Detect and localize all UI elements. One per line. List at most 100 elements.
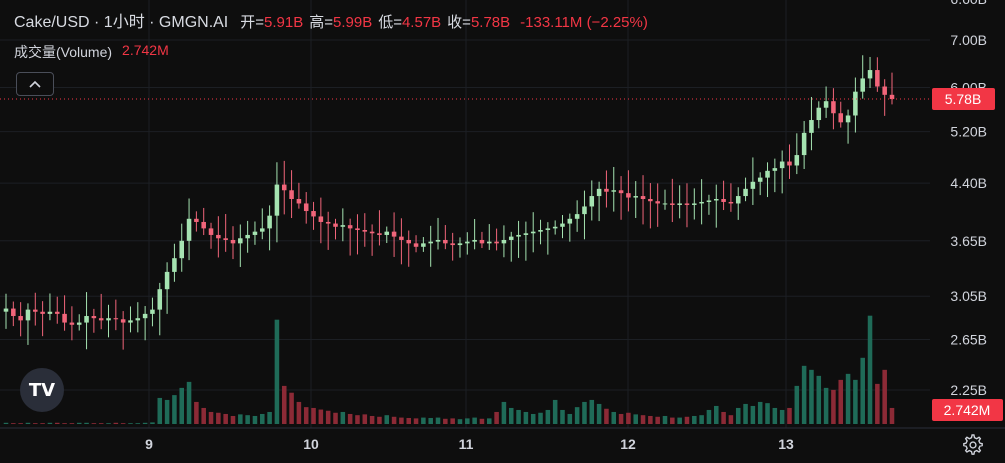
- candle-body: [487, 241, 492, 244]
- collapse-legend-button[interactable]: [16, 72, 54, 96]
- candle-body: [530, 231, 536, 234]
- volume-bar: [670, 417, 675, 424]
- volume-bar: [816, 375, 822, 424]
- candle-body: [735, 196, 741, 204]
- candle-body: [377, 233, 382, 235]
- volume-bar: [779, 409, 785, 424]
- price-axis-label: 2.25B: [950, 382, 987, 398]
- volume-bar: [311, 407, 316, 424]
- candle-body: [223, 238, 228, 240]
- candle-body: [355, 228, 360, 231]
- candle-body: [816, 107, 822, 121]
- volume-bar: [172, 395, 177, 424]
- candle-body: [662, 203, 668, 205]
- candle-body: [801, 132, 807, 156]
- candle-body: [186, 218, 192, 241]
- candle-body: [245, 234, 250, 239]
- volume-bar: [98, 423, 104, 424]
- volume-bar: [347, 413, 353, 424]
- candle-body: [618, 190, 624, 194]
- volume-bar: [325, 410, 331, 424]
- volume-bar: [186, 381, 192, 424]
- candle-body: [655, 201, 660, 204]
- volume-bar: [150, 422, 155, 424]
- candle-body: [574, 214, 580, 219]
- volume-bar: [164, 399, 170, 424]
- candle-body: [523, 233, 529, 235]
- volume-bar: [750, 405, 756, 424]
- candle-body: [303, 203, 309, 212]
- volume-bar: [91, 423, 97, 424]
- volume-bar: [369, 415, 375, 424]
- volume-bar: [142, 422, 148, 424]
- volume-bar: [494, 411, 499, 424]
- candle-body: [794, 155, 800, 166]
- low-label: 低=: [378, 14, 402, 31]
- candle-body: [289, 190, 294, 199]
- candle-body: [157, 289, 163, 310]
- volume-legend[interactable]: 成交量(Volume) 2.742M: [14, 42, 169, 62]
- volume-bar: [201, 407, 206, 424]
- volume-bar: [296, 401, 302, 424]
- volume-bar: [545, 409, 551, 424]
- volume-bar: [508, 407, 514, 424]
- volume-bar: [40, 423, 45, 424]
- candle-body: [340, 225, 346, 227]
- candle-body: [208, 228, 214, 235]
- symbol-title[interactable]: Cake/USD · 1小时 · GMGN.AI: [14, 14, 229, 31]
- candle-body: [472, 239, 477, 242]
- candle-body: [823, 101, 829, 108]
- volume-bar: [867, 315, 873, 424]
- volume-bar: [538, 412, 543, 424]
- candle-body: [172, 258, 177, 272]
- candle-body: [765, 170, 770, 178]
- volume-bar: [435, 417, 441, 424]
- volume-bar: [757, 401, 763, 424]
- volume-bar: [618, 413, 624, 424]
- candle-body: [589, 196, 595, 207]
- candle-body: [98, 318, 104, 321]
- volume-bar: [318, 409, 324, 424]
- volume-bar: [289, 392, 294, 424]
- tradingview-logo[interactable]: TV: [20, 368, 64, 412]
- candle-body: [238, 238, 243, 244]
- time-axis-label: 13: [778, 436, 794, 452]
- volume-bar: [604, 408, 609, 424]
- price-axis-label: 2.65B: [950, 332, 987, 348]
- candle-body: [567, 218, 573, 224]
- time-axis-label: 9: [145, 436, 153, 452]
- volume-bar: [699, 415, 704, 424]
- price-axis-label: 6.60B: [950, 0, 987, 7]
- low-value: 4.57B: [401, 14, 442, 31]
- volume-bar: [662, 415, 668, 424]
- candle-body: [604, 188, 609, 192]
- volume-bar: [801, 365, 807, 424]
- volume-bar: [692, 415, 697, 424]
- change-value: -133.11M (−2.25%): [520, 14, 648, 31]
- volume-bar: [11, 423, 16, 424]
- volume-bar: [208, 411, 214, 424]
- volume-bar: [230, 415, 236, 424]
- candle-body: [267, 215, 272, 229]
- candle-body: [406, 239, 411, 244]
- candle-body: [713, 198, 719, 201]
- volume-bar: [596, 403, 602, 424]
- volume-bar: [267, 411, 272, 424]
- volume-bar: [428, 417, 433, 424]
- volume-bar: [223, 413, 228, 424]
- volume-bar: [728, 415, 734, 424]
- volume-bar: [120, 423, 126, 424]
- candle-body: [164, 271, 170, 290]
- volume-bar: [633, 414, 638, 424]
- gear-icon: [963, 434, 983, 455]
- settings-button[interactable]: [962, 434, 984, 456]
- candle-body: [201, 221, 206, 229]
- volume-bar: [552, 399, 558, 424]
- candle-body: [435, 239, 441, 242]
- candle-body: [508, 236, 514, 240]
- volume-bar: [84, 422, 89, 424]
- candle-body: [18, 316, 23, 321]
- volume-bar: [355, 415, 360, 424]
